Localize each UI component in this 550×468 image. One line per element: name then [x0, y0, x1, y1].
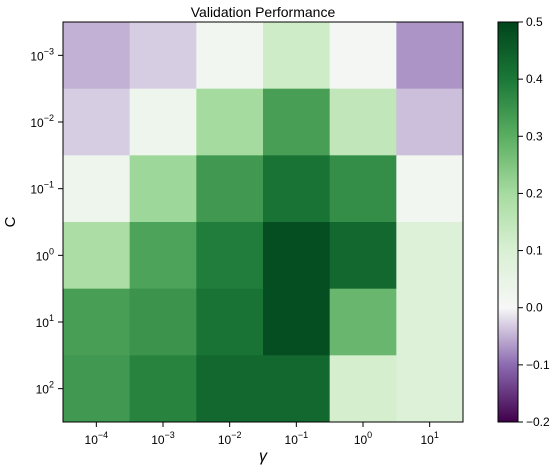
heatmap-cell	[263, 155, 331, 223]
colorbar-tick-label: 0.5	[526, 15, 543, 29]
heatmap-cell	[196, 355, 264, 423]
x-tick-label: 10−4	[85, 430, 109, 447]
heatmap-cell	[263, 355, 331, 423]
heatmap-cell	[129, 155, 197, 223]
y-tick-label: 101	[36, 313, 54, 330]
y-tick-label: 10−3	[30, 46, 54, 63]
heatmap-cell	[196, 222, 264, 290]
colorbar-tick-label: −0.2	[526, 415, 550, 429]
y-axis-label: C	[2, 216, 19, 227]
x-tick-label: 10−3	[151, 430, 175, 447]
heatmap-cell	[396, 222, 464, 290]
chart-title: Validation Performance	[191, 4, 336, 20]
heatmap-cell	[63, 88, 131, 156]
heatmap-cell	[196, 22, 264, 90]
heatmap-cell	[129, 88, 197, 156]
colorbar-tick-label: 0.3	[526, 129, 543, 143]
heatmap-cell	[63, 155, 131, 223]
heatmap-cell	[129, 355, 197, 423]
y-tick-label: 102	[36, 380, 54, 397]
heatmap-cell	[396, 288, 464, 356]
x-tick-label: 10−1	[285, 430, 309, 447]
x-axis-label: γ	[259, 448, 268, 465]
colorbar-axis: −0.2 −0.1 0.0 0.1 0.2 0.3 0.4 0.5	[518, 15, 550, 429]
heatmap-cell	[63, 22, 131, 90]
heatmap-cell	[63, 222, 131, 290]
heatmap-cells	[63, 22, 464, 423]
heatmap-cell	[396, 155, 464, 223]
colorbar-tick-label: 0.0	[526, 301, 543, 315]
heatmap-cell	[129, 22, 197, 90]
heatmap-cell	[329, 22, 397, 90]
heatmap-cell	[196, 288, 264, 356]
heatmap-cell	[129, 288, 197, 356]
y-tick-label: 100	[36, 246, 54, 263]
y-axis: 10−3 10−2 10−1 100 101 102	[30, 46, 63, 397]
heatmap-cell	[63, 355, 131, 423]
heatmap-cell	[396, 88, 464, 156]
colorbar-tick-label: 0.2	[526, 186, 543, 200]
heatmap-cell	[329, 355, 397, 423]
heatmap-cell	[263, 288, 331, 356]
x-axis: 10−4 10−3 10−2 10−1 100 101	[85, 422, 439, 447]
heatmap-cell	[329, 155, 397, 223]
colorbar	[497, 21, 519, 423]
heatmap-cell	[263, 22, 331, 90]
x-tick-label: 101	[420, 430, 438, 447]
y-tick-label: 10−1	[30, 180, 54, 197]
heatmap-cell	[196, 88, 264, 156]
colorbar-tick-label: −0.1	[526, 358, 550, 372]
heatmap-cell	[396, 355, 464, 423]
colorbar-tick-label: 0.1	[526, 244, 543, 258]
x-tick-label: 10−2	[218, 430, 242, 447]
x-tick-label: 100	[354, 430, 372, 447]
heatmap-cell	[329, 88, 397, 156]
heatmap-cell	[63, 288, 131, 356]
heatmap-cell	[329, 222, 397, 290]
y-tick-label: 10−2	[30, 113, 54, 130]
heatmap-cell	[263, 88, 331, 156]
colorbar-tick-label: 0.4	[526, 72, 543, 86]
heatmap-cell	[129, 222, 197, 290]
heatmap-cell	[329, 288, 397, 356]
heatmap-cell	[263, 222, 331, 290]
plot-frame	[62, 21, 464, 423]
heatmap-cell	[196, 155, 264, 223]
heatmap-cell	[396, 22, 464, 90]
